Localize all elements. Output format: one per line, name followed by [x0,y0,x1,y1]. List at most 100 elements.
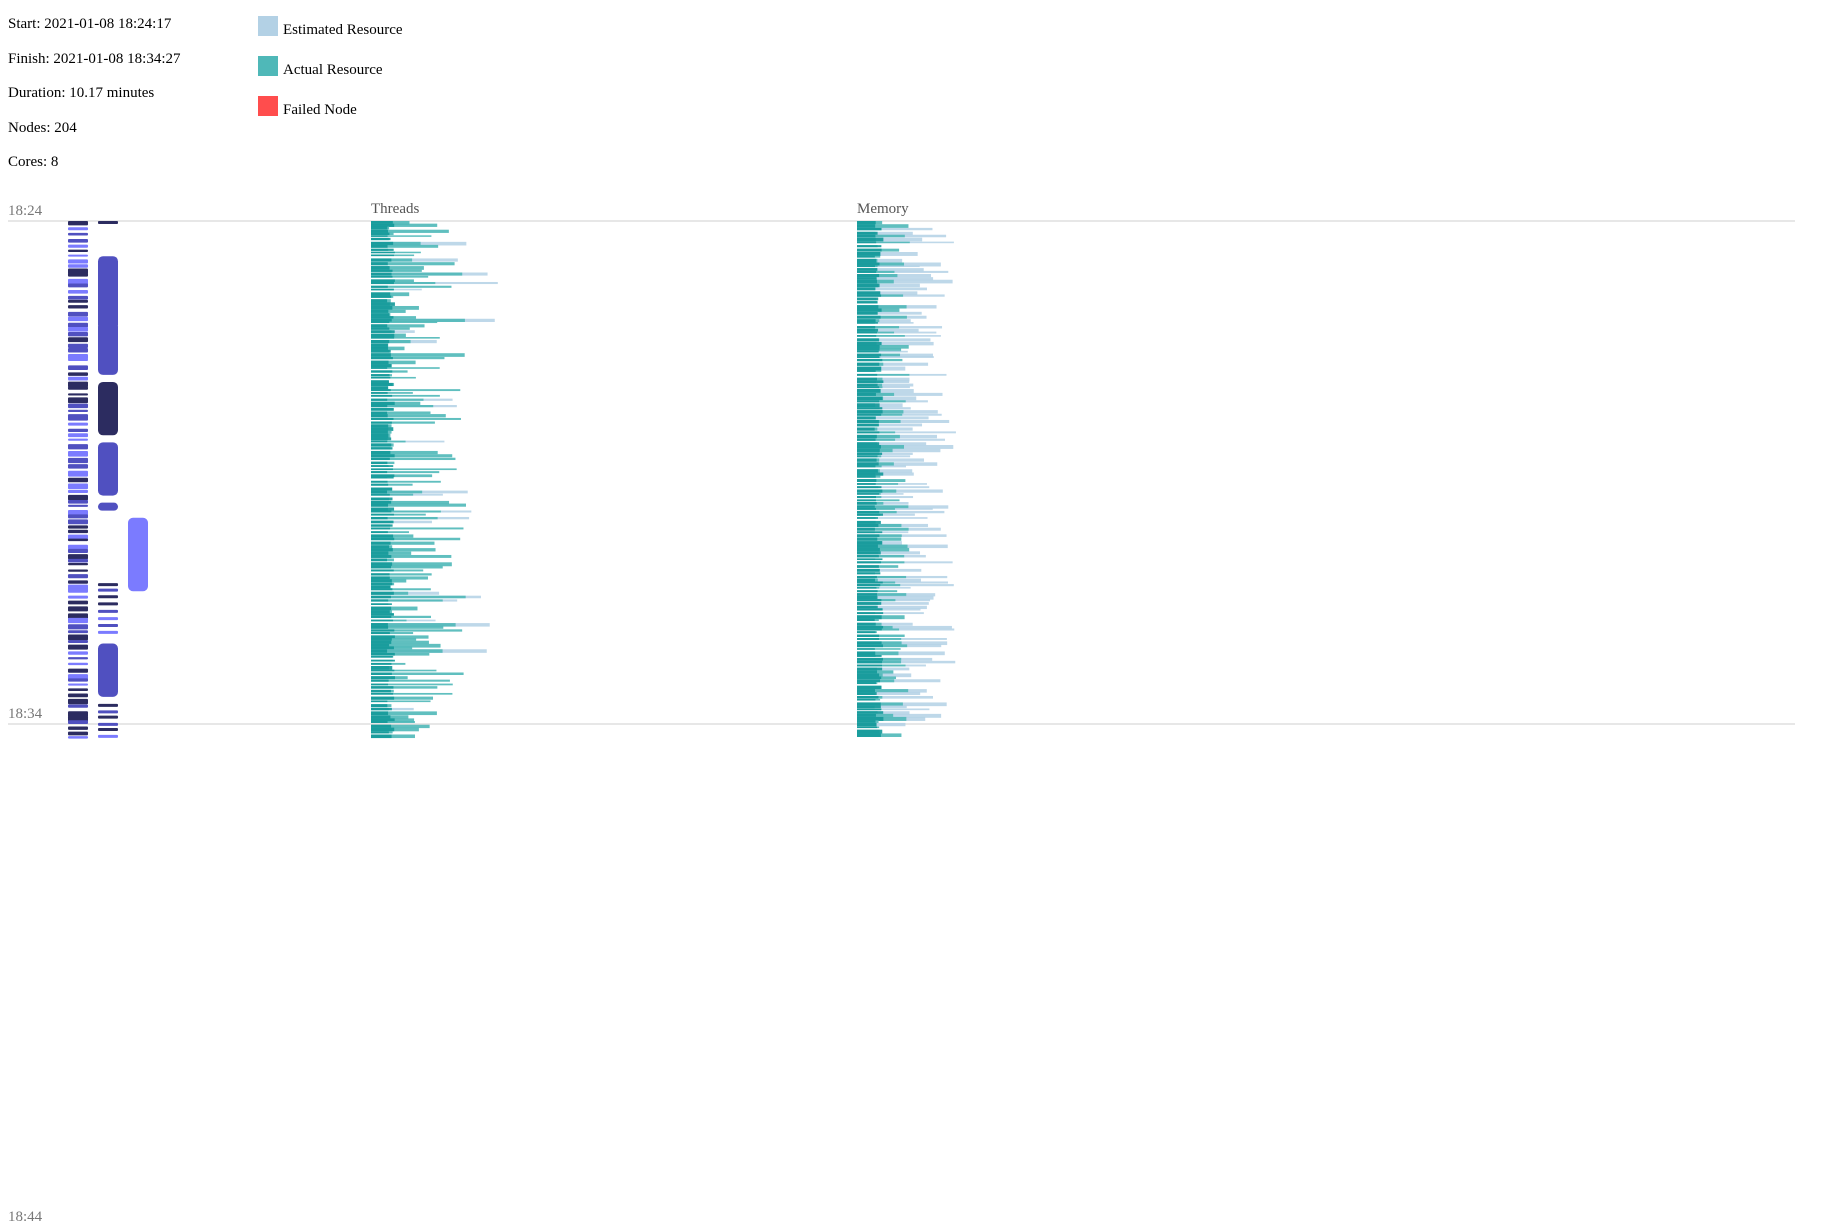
node-job-long [128,517,148,592]
node-job [68,494,88,501]
actual-resource-bar [371,734,392,739]
node-job [68,278,88,285]
actual-resource-bar [371,483,389,486]
actual-resource-bar [857,651,876,656]
actual-resource-bar [857,335,905,337]
actual-resource-bar [371,433,389,438]
estimated-resource-bar [857,628,955,631]
actual-resource-bar [371,516,388,520]
actual-resource-bar [857,224,876,228]
memory-panel-title: Memory [857,201,909,217]
actual-resource-bar [371,625,444,629]
actual-resource-bar [857,554,879,558]
actual-resource-bar [371,262,388,266]
actual-resource-bar [371,635,395,639]
node-job [68,403,88,409]
actual-resource-bar [857,315,881,319]
node-job [68,259,88,264]
actual-resource-bar [857,713,876,718]
actual-resource-bar [371,382,393,387]
actual-resource-bar [857,400,880,403]
actual-resource-bar [371,649,443,653]
actual-resource-bar [371,629,395,632]
node-job [98,630,118,634]
node-job [68,674,88,680]
node-job [68,711,88,718]
estimated-resource-bar [857,517,928,519]
estimated-resource-bar [857,578,921,582]
node-job [68,289,88,294]
actual-resource-bar [371,367,388,369]
estimated-resource-bar [857,383,914,387]
actual-resource-bar [857,679,881,683]
actual-resource-bar [371,565,392,569]
actual-resource-bar [857,462,879,466]
actual-resource-bar [371,534,394,538]
duration: Duration: 10.17 minutes [8,85,155,101]
actual-resource-bar [371,615,431,619]
estimated-resource-bar [857,279,953,284]
actual-resource-bar [371,503,389,507]
actual-resource-bar [371,672,464,675]
estimated-resource-bar [857,595,934,600]
actual-resource-bar [857,305,879,309]
actual-resource-bar [371,500,392,505]
actual-resource-bar [371,386,388,390]
actual-resource-bar [371,558,388,562]
actual-resource-bar [857,326,876,329]
actual-resource-bar [371,258,392,262]
actual-resource-bar [371,497,393,501]
actual-resource-bar [371,408,394,411]
actual-resource-bar [371,465,394,467]
node-job [68,409,88,413]
actual-resource-bar [857,657,883,661]
actual-resource-bar [371,599,389,602]
actual-resource-bar [371,356,393,360]
actual-resource-bar [371,241,394,246]
estimated-resource-bar [857,377,910,382]
actual-resource-bar [371,637,392,641]
actual-resource-bar [371,640,392,645]
estimated-resource-bar [857,291,918,295]
actual-resource-bar [371,447,393,450]
actual-resource-bar [857,356,880,358]
estimated-resource-bar [857,338,931,342]
node-job [68,418,88,421]
estimated-resource-bar [857,277,934,281]
estimated-resource-bar [857,283,920,288]
actual-resource-bar [371,241,421,246]
node-job [68,268,88,275]
node-job [68,698,88,705]
actual-resource-bar [857,458,877,462]
actual-resource-bar [371,392,388,394]
actual-resource-bar [857,262,905,267]
node-job [68,668,88,673]
estimated-resource-bar [857,496,914,499]
actual-resource-bar [857,634,905,637]
estimated-resource-bar [857,423,923,427]
actual-resource-bar [857,531,883,534]
actual-resource-bar [857,407,883,410]
actual-resource-bar [371,686,438,689]
actual-resource-bar [857,618,875,622]
actual-resource-bar [857,648,875,650]
actual-resource-bar [857,386,880,389]
legend-label-actual: Actual Resource [283,62,383,78]
estimated-resource-bar [371,707,414,711]
estimated-resource-bar [857,472,914,476]
actual-resource-bar [371,635,429,639]
actual-resource-bar [371,527,464,530]
node-job [98,710,118,714]
actual-resource-bar [371,337,440,339]
actual-resource-bar [371,353,391,357]
actual-resource-bar [371,665,393,670]
actual-resource-bar [857,599,882,602]
actual-resource-bar [371,269,422,272]
actual-resource-bar [371,223,395,227]
actual-resource-bar [371,275,429,278]
actual-resource-bar [857,716,884,721]
actual-resource-bar [857,427,875,431]
estimated-resource-bar [857,311,922,315]
actual-resource-bar [371,333,395,338]
actual-resource-bar [371,696,434,700]
